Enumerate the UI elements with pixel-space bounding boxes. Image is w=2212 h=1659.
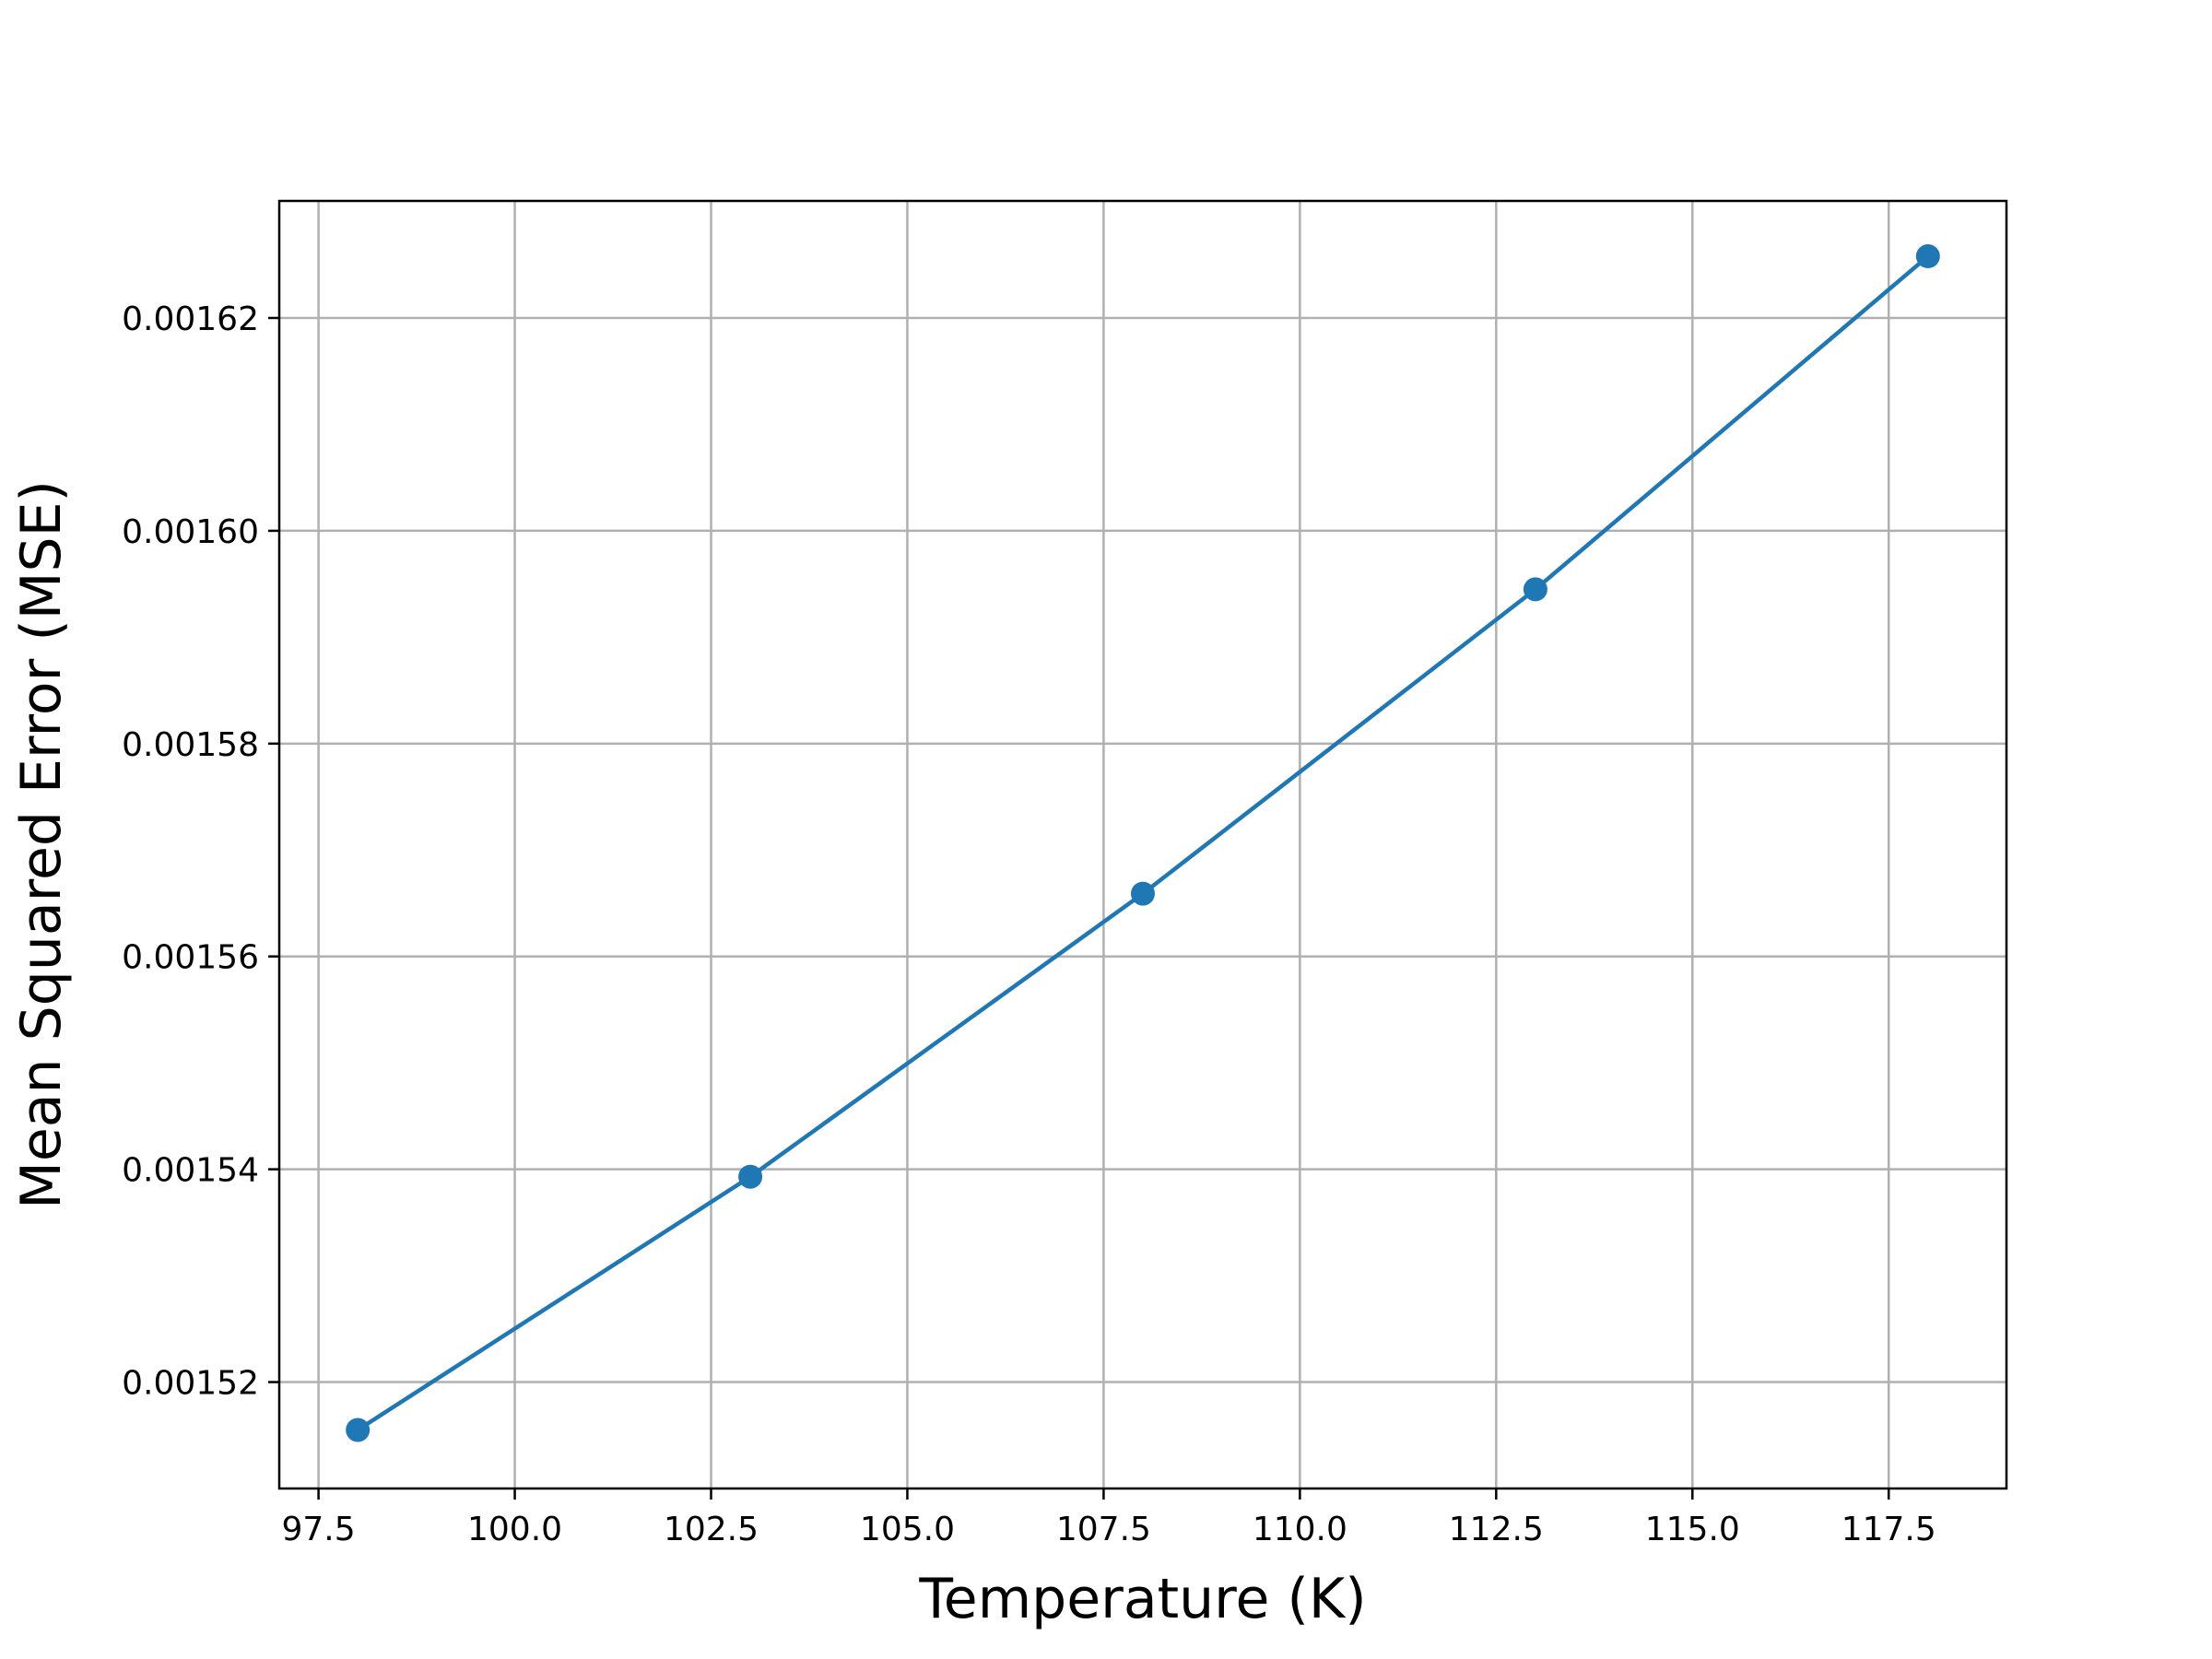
y-tick-label: 0.00154	[122, 1152, 259, 1190]
data-point	[738, 1164, 763, 1189]
x-tick-label: 110.0	[1253, 1511, 1347, 1548]
x-tick-label: 107.5	[1056, 1511, 1151, 1548]
y-tick-label: 0.00156	[122, 939, 259, 977]
data-point	[1523, 577, 1547, 602]
grid	[279, 201, 2006, 1488]
x-tick-label: 115.0	[1645, 1511, 1740, 1548]
x-axis-label: Temperature (K)	[918, 1567, 1366, 1631]
y-tick-label: 0.00158	[122, 726, 259, 764]
x-tick-label: 97.5	[282, 1511, 356, 1548]
y-tick-label: 0.00152	[122, 1365, 259, 1403]
data-point	[1131, 881, 1155, 906]
x-tick-label: 117.5	[1841, 1511, 1936, 1548]
y-tick-label: 0.00160	[122, 513, 259, 551]
x-tick-label: 100.0	[467, 1511, 562, 1548]
y-axis-label: Mean Squared Error (MSE)	[9, 480, 74, 1209]
ticks: 97.5 100.0 102.5 105.0 107.5 110.0 112.5 115.0 1…	[122, 300, 1936, 1548]
plot-frame	[277, 199, 2008, 1490]
y-tick-label: 0.00162	[122, 300, 259, 338]
data-point	[346, 1418, 371, 1442]
series-layer	[346, 244, 1940, 1442]
x-tick-label: 105.0	[860, 1511, 955, 1548]
x-tick-label: 102.5	[664, 1511, 759, 1548]
data-point	[1915, 244, 1940, 269]
x-tick-label: 112.5	[1449, 1511, 1544, 1548]
